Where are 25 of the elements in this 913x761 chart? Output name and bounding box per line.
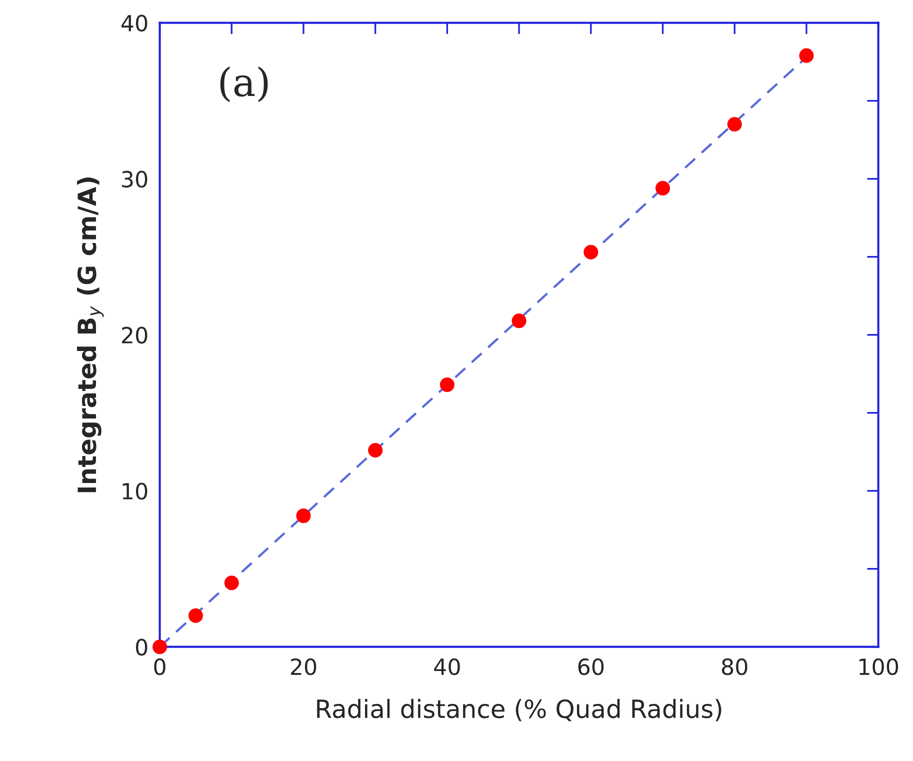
x-axis-title: Radial distance (% Quad Radius)	[317, 698, 722, 722]
x-tick-label: 40	[434, 658, 460, 676]
y-axis-title: Integrated B$_{y}$ (G cm/A)	[76, 178, 104, 492]
point	[584, 244, 598, 260]
point	[152, 640, 168, 654]
point	[512, 314, 526, 328]
y-tick-label: 20	[122, 326, 148, 344]
point	[188, 608, 203, 623]
point	[655, 180, 670, 196]
point	[224, 576, 239, 590]
x-tick-label: 20	[290, 658, 316, 676]
y-tick-label: 0	[136, 638, 148, 656]
point	[727, 116, 742, 132]
y-tick-label: 40	[121, 14, 148, 32]
point	[799, 48, 814, 63]
x-tick-label: 100	[860, 658, 898, 676]
point	[368, 443, 383, 458]
y-tick-label: 10	[122, 482, 148, 500]
point	[440, 377, 454, 392]
y-tick-label: 30	[122, 170, 148, 188]
x-tick-label: 0	[154, 658, 166, 676]
annotation: (a)	[220, 66, 268, 102]
point	[296, 508, 311, 524]
x-tick-label: 60	[578, 658, 604, 676]
x-tick-label: 80	[722, 658, 748, 676]
